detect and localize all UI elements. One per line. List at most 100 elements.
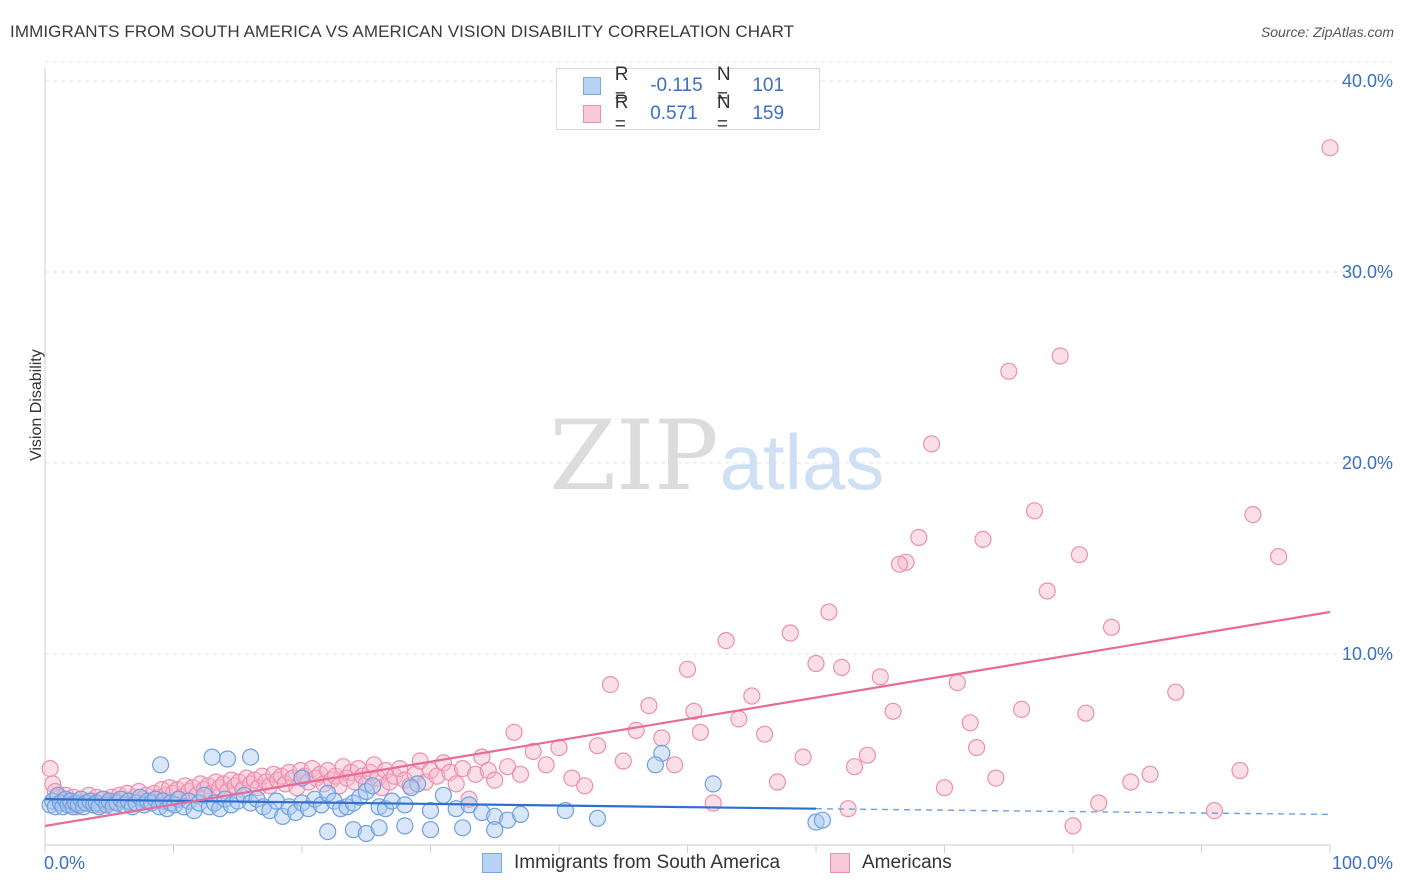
series-legend: Immigrants from South America Americans <box>0 852 1406 878</box>
data-point <box>646 756 665 774</box>
data-point <box>383 792 401 810</box>
data-point <box>499 758 517 776</box>
data-point <box>274 807 292 826</box>
legend-swatch-blue <box>583 77 601 95</box>
data-point <box>987 769 1005 787</box>
data-point <box>948 673 966 692</box>
legend-label-immigrants: Immigrants from South America <box>514 852 781 873</box>
data-point <box>203 748 221 766</box>
data-point <box>935 779 954 797</box>
data-point <box>242 748 260 766</box>
data-point <box>910 528 928 547</box>
legend-r-value: -0.115 <box>650 75 703 96</box>
data-point <box>730 710 748 728</box>
data-point <box>1000 362 1018 380</box>
x-tick-label: 0.0% <box>44 853 85 873</box>
data-point <box>1141 765 1159 783</box>
data-point <box>743 687 761 705</box>
data-point <box>364 777 382 795</box>
data-point <box>833 658 851 677</box>
data-point <box>627 721 645 740</box>
data-point <box>1038 582 1056 600</box>
chart-title: IMMIGRANTS FROM SOUTH AMERICA VS AMERICA… <box>10 22 795 41</box>
data-point <box>486 771 504 789</box>
axes <box>44 68 1331 853</box>
data-point <box>845 758 864 776</box>
data-point <box>563 769 581 787</box>
data-point <box>421 801 440 820</box>
data-point <box>396 796 414 814</box>
legend-row-blue: R = -0.115 N = 101 <box>583 64 819 107</box>
y-axis-label: Vision Disability <box>28 349 45 461</box>
trend-line-americans <box>44 610 1331 827</box>
data-point <box>588 737 607 755</box>
data-point <box>1051 347 1069 365</box>
data-point <box>152 756 170 774</box>
data-point <box>299 800 317 818</box>
data-point <box>576 777 594 795</box>
correlation-legend: R = -0.115 N = 101 R = 0.571 N = 159 <box>556 64 820 135</box>
legend-r-key: R = <box>614 92 629 135</box>
data-point <box>1070 546 1089 564</box>
data-point <box>319 822 337 841</box>
legend-item-immigrants[interactable]: Immigrants from South America <box>482 852 780 874</box>
americans-points <box>41 139 1339 835</box>
data-point <box>717 631 735 650</box>
data-point <box>974 530 992 549</box>
gridlines <box>45 61 1392 655</box>
data-point <box>588 809 607 827</box>
data-point <box>1064 817 1082 835</box>
data-point <box>640 696 658 715</box>
data-point <box>884 702 902 720</box>
legend-row-pink: R = 0.571 N = 159 <box>583 92 819 135</box>
data-point <box>486 807 504 826</box>
data-point <box>287 803 305 822</box>
data-point <box>897 553 915 571</box>
y-tick-label: 20.0% <box>1342 453 1393 473</box>
watermark-zip: ZIP <box>549 400 718 512</box>
data-point <box>1025 502 1044 520</box>
data-point <box>402 779 420 797</box>
legend-swatch-pink <box>583 105 601 123</box>
y-tick-label: 40.0% <box>1342 71 1393 91</box>
data-point <box>858 746 877 764</box>
data-point <box>807 654 825 673</box>
data-point <box>351 788 369 806</box>
watermark: ZIP atlas <box>549 400 884 512</box>
legend-r-key: R = <box>614 64 629 107</box>
x-tick-label: 100.0% <box>1332 853 1393 873</box>
data-point <box>479 761 497 780</box>
data-point <box>1012 700 1031 719</box>
data-point <box>511 765 530 783</box>
data-point <box>1321 139 1339 157</box>
data-point <box>794 748 812 766</box>
data-point <box>768 773 787 791</box>
legend-label-americans: Americans <box>862 852 952 873</box>
data-point <box>1269 547 1288 566</box>
data-point <box>1205 801 1224 820</box>
data-point <box>781 624 799 642</box>
data-point <box>922 435 941 453</box>
trend-line-immigrants <box>44 798 817 810</box>
data-point <box>1090 794 1108 812</box>
data-point <box>685 702 703 720</box>
data-point <box>665 756 684 774</box>
data-point <box>820 603 838 621</box>
data-point <box>1077 704 1095 722</box>
y-tick-label: 30.0% <box>1342 262 1393 282</box>
data-point <box>421 821 440 839</box>
legend-n-key: N = <box>716 92 731 135</box>
data-point <box>704 775 722 793</box>
data-point <box>691 723 710 741</box>
data-point <box>961 714 979 732</box>
data-point <box>755 725 774 743</box>
data-point <box>524 742 542 761</box>
data-point <box>396 817 414 835</box>
legend-item-americans[interactable]: Americans <box>830 852 952 874</box>
y-tick-label: 10.0% <box>1342 644 1393 664</box>
data-point <box>678 660 697 678</box>
data-point <box>505 723 523 741</box>
data-point <box>1244 505 1262 524</box>
legend-n-key: N = <box>716 64 731 107</box>
